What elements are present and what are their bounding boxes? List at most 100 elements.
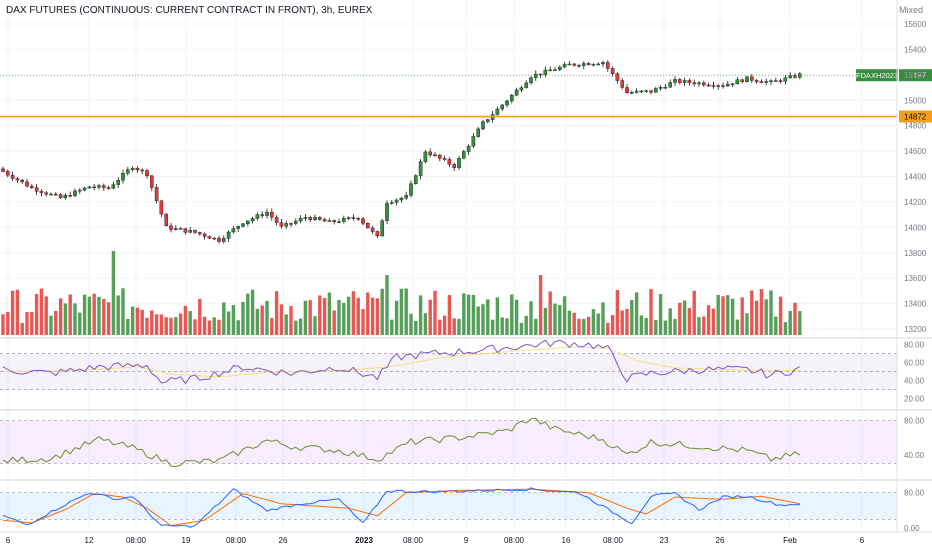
volume-bar: [567, 310, 572, 335]
pane-tick-label: 60.00: [904, 359, 925, 368]
volume-bar: [721, 296, 725, 335]
volume-bar: [34, 293, 39, 335]
price-candle: [486, 118, 490, 124]
price-candle: [457, 155, 461, 171]
volume-bar: [130, 306, 135, 335]
volume-bar: [495, 297, 500, 335]
price-candle: [260, 211, 265, 219]
volume-bar: [706, 305, 711, 335]
volume-bar: [582, 318, 586, 335]
volume-bar: [510, 294, 514, 335]
price-candle: [404, 191, 409, 200]
candle-body: [125, 169, 130, 174]
price-candle: [798, 71, 802, 80]
volume-bar: [788, 310, 792, 335]
candle-body: [346, 217, 351, 219]
price-axis[interactable]: 15600 15400 15200 15000 14800 14600 14400 14200…: [896, 0, 927, 533]
price-candle: [433, 152, 437, 157]
price-candle: [135, 166, 140, 173]
volume-bar: [63, 303, 68, 335]
candle-body: [452, 164, 457, 168]
volume-bar: [490, 319, 495, 335]
price-candle: [634, 88, 639, 94]
price-candle: [140, 168, 145, 175]
volume-bar: [543, 307, 548, 335]
candle-body: [644, 90, 648, 92]
candle-body: [217, 237, 221, 242]
volume-bar: [750, 290, 754, 335]
price-candle: [245, 220, 250, 227]
price-candle: [289, 222, 293, 228]
price-candle: [615, 72, 620, 84]
price-candle: [77, 188, 82, 194]
price-candle: [197, 231, 202, 236]
candle-body: [30, 185, 34, 188]
price-candle: [414, 174, 418, 185]
volume-bar: [236, 320, 240, 335]
price-candle: [591, 63, 596, 67]
price-candle: [466, 144, 471, 156]
price-candle: [173, 225, 178, 231]
candle-body: [639, 90, 644, 93]
volume-bar: [116, 295, 120, 335]
volume-bar: [754, 300, 759, 335]
candle-body: [442, 158, 447, 160]
volume-bar: [596, 313, 600, 335]
volume-bar: [226, 311, 231, 335]
price-candle: [548, 66, 552, 72]
price-candle: [399, 196, 404, 203]
candle-body: [260, 214, 265, 216]
candle-body: [673, 79, 677, 83]
scale-mode-label[interactable]: Mixed: [898, 5, 923, 15]
candle-body: [577, 65, 581, 67]
pane-tick-label: 80.00: [904, 489, 925, 498]
price-candle: [630, 90, 634, 95]
price-candle: [567, 61, 572, 66]
candle-body: [270, 211, 274, 218]
price-candle: [101, 183, 106, 191]
volume-bar: [399, 288, 404, 335]
candle-body: [135, 167, 140, 171]
support-level[interactable]: 14872: [0, 110, 932, 123]
volume-bar: [529, 301, 533, 335]
candle-body: [591, 64, 596, 66]
price-candle: [10, 171, 15, 182]
volume-bar: [370, 297, 375, 335]
price-candle: [337, 218, 341, 224]
price-candle: [586, 61, 591, 66]
candle-body: [774, 80, 778, 82]
volume-bar: [673, 318, 677, 335]
pane-tick-label: 40.00: [904, 377, 925, 386]
candle-body: [754, 80, 759, 82]
volume-bar: [418, 295, 423, 335]
price-candle: [625, 84, 629, 94]
candle-body: [101, 185, 106, 188]
volume-bar: [620, 310, 624, 335]
price-candle: [279, 219, 284, 229]
pane-tick-label: 80.00: [904, 417, 925, 426]
price-candle: [39, 189, 44, 197]
volume-bar: [471, 294, 476, 335]
volume-bar: [6, 312, 10, 335]
time-axis[interactable]: 6 12 08:00 19 08:00 26 2023 08:00 9 08:00 16 08:00 2…: [0, 531, 932, 545]
volume-bar: [409, 313, 413, 335]
price-candle: [212, 237, 217, 241]
candle-body: [697, 82, 701, 85]
volume-bar: [702, 316, 706, 335]
volume-bar: [572, 312, 576, 335]
candle-body: [668, 82, 672, 88]
price-candle: [442, 155, 447, 162]
time-tick-label: 08:00: [126, 536, 147, 545]
price-series[interactable]: FDAXH2023 15197: [0, 60, 932, 244]
time-tick-label: 6: [860, 536, 865, 545]
candle-body: [236, 226, 241, 229]
candle-body: [586, 63, 591, 65]
symbol-label: FDAXH2023: [856, 71, 898, 80]
level-badge: [899, 110, 932, 123]
candle-body: [279, 222, 284, 227]
candle-body: [462, 151, 466, 159]
volume-bar: [774, 316, 778, 335]
price-candle: [361, 216, 365, 226]
